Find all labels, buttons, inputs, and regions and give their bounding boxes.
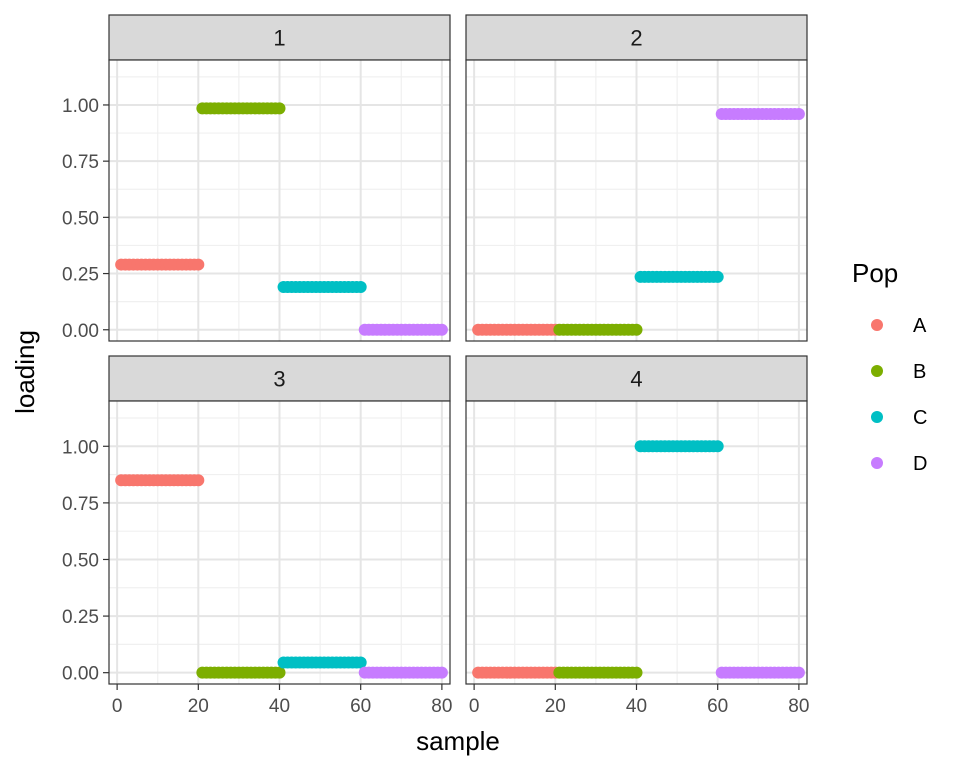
data-point-A [192,474,205,487]
data-point-C [711,440,724,453]
x-tick-label: 60 [707,696,728,717]
x-tick-label: 40 [269,696,290,717]
facet-strip-label: 1 [273,26,285,51]
data-point-D [435,666,448,679]
facet-panel-2: 2 [465,14,808,342]
y-tick-label: 0.75 [62,152,99,173]
data-point-D [792,666,805,679]
data-point-D [792,107,805,120]
data-point-C [354,281,367,294]
data-point-B [273,102,286,115]
y-axis-label: loading [10,330,40,414]
facet-strip-label: 2 [630,26,642,51]
x-tick-label: 20 [545,696,566,717]
facet-strip [108,14,451,61]
legend-label-D: D [913,453,927,475]
facet-panel-4: 4 [465,355,808,685]
legend-label-B: B [913,361,926,383]
facet-strip-label: 3 [273,367,285,392]
y-tick-label: 0.50 [62,550,99,571]
y-tick-label: 0.00 [62,321,99,342]
x-tick-label: 80 [788,696,809,717]
legend-key-C [871,411,883,423]
x-tick-label: 20 [188,696,209,717]
y-tick-label: 0.75 [62,494,99,515]
data-point-A [192,258,205,271]
y-tick-label: 0.50 [62,208,99,229]
legend: Pop A B C D [852,258,927,475]
x-axis-label: sample [416,726,500,756]
legend-key-D [871,457,883,469]
y-tick-label: 0.00 [62,664,99,685]
y-tick-label: 1.00 [62,437,99,458]
data-point-C [354,656,367,669]
y-tick-label: 0.25 [62,265,99,286]
y-tick-label: 0.25 [62,607,99,628]
x-tick-label: 60 [350,696,371,717]
panel-border [465,59,808,342]
panel-border [108,59,451,342]
axes-layer: 0.00 0.25 0.50 0.75 1.00 0.00 0.25 0.50 0.75 1.00… [62,96,809,717]
facet-panel-3: 3 [108,355,451,685]
data-point-B [630,323,643,336]
legend-label-C: C [913,407,927,429]
y-tick-label: 1.00 [62,96,99,117]
facet-panels: 1 2 3 4 [108,14,808,685]
legend-title: Pop [852,258,898,288]
facet-strip [108,355,451,402]
legend-key-B [871,365,883,377]
legend-label-A: A [913,315,927,337]
data-point-C [711,270,724,283]
facet-panel-1: 1 [108,14,451,342]
x-tick-label: 0 [469,696,480,717]
data-point-B [630,666,643,679]
data-point-D [435,323,448,336]
x-tick-label: 40 [626,696,647,717]
x-tick-label: 80 [431,696,452,717]
data-point-B [273,666,286,679]
legend-key-A [871,319,883,331]
facet-strip-label: 4 [630,367,642,392]
x-tick-label: 0 [112,696,123,717]
